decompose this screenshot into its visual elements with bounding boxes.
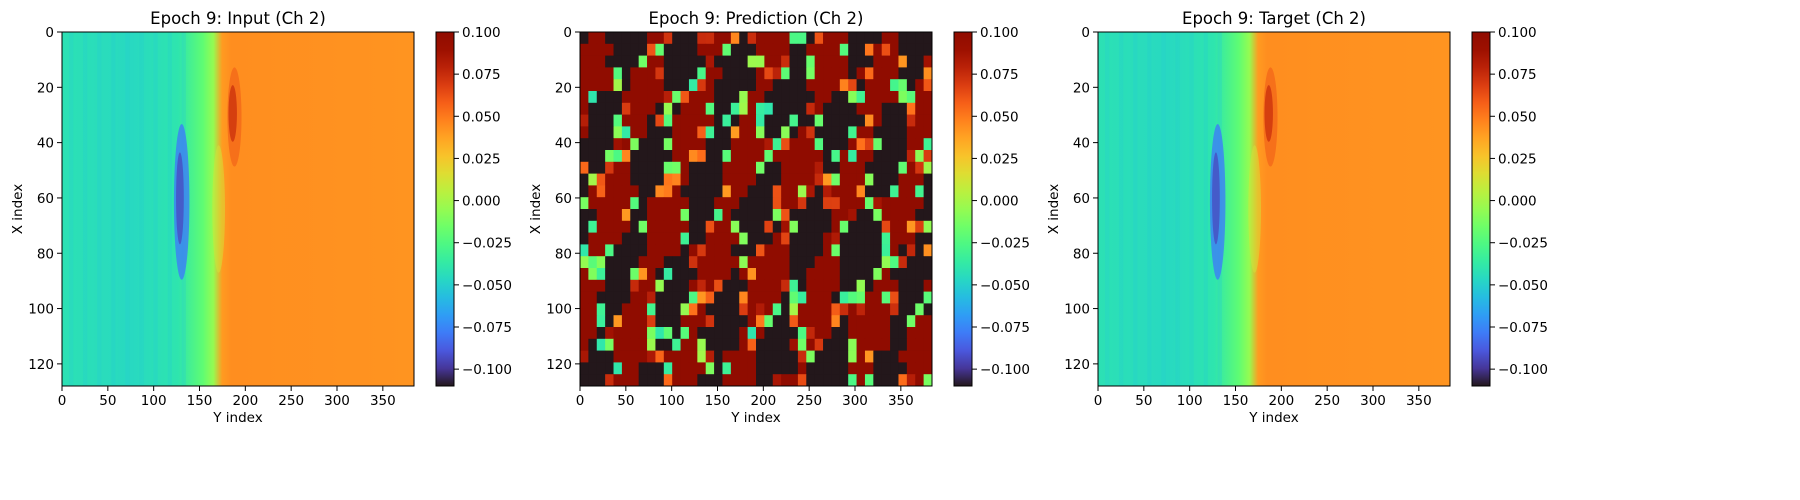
x-tick-label: 350 (888, 393, 914, 409)
x-tick-label: 250 (1314, 393, 1340, 409)
colorbar-tick-label: 0.025 (980, 151, 1019, 167)
colorbar-tick-label: −0.050 (980, 278, 1030, 294)
colorbar-tick-label: 0.000 (462, 194, 501, 210)
x-tick-label: 100 (659, 393, 685, 409)
y-tick-label: 100 (28, 302, 54, 318)
colorbar (954, 32, 972, 386)
x-tick-label: 100 (141, 393, 167, 409)
colorbar-tick-label: 0.075 (980, 67, 1019, 83)
x-tick-label: 250 (278, 393, 304, 409)
x-tick-label: 50 (99, 393, 116, 409)
axes-frame (1097, 31, 1451, 387)
colorbar-tick-label: 0.000 (980, 194, 1019, 210)
colorbar-tick-label: −0.100 (980, 362, 1030, 378)
chart-title: Epoch 9: Target (Ch 2) (1182, 9, 1366, 28)
y-tick-label: 100 (1064, 302, 1090, 318)
x-tick-label: 300 (1360, 393, 1386, 409)
y-tick-label: 120 (28, 357, 54, 373)
y-tick-label: 120 (1064, 357, 1090, 373)
panel-input: Epoch 9: Input (Ch 2)0 50 100 150 200 250 300 3… (10, 9, 512, 426)
y-axis-label: X index (528, 184, 544, 234)
y-tick-label: 20 (1073, 80, 1090, 96)
colorbar (1472, 32, 1490, 386)
colorbar-tick-label: −0.025 (1498, 236, 1548, 252)
y-tick-label: 60 (555, 191, 572, 207)
colorbar-tick-label: −0.025 (462, 236, 512, 252)
colorbar-frame (1471, 31, 1491, 387)
y-tick-label: 40 (37, 136, 54, 152)
x-tick-label: 350 (1406, 393, 1432, 409)
colorbar-tick-label: 0.050 (1498, 109, 1537, 125)
colorbar-tick-label: 0.025 (462, 151, 501, 167)
chart-title: Epoch 9: Prediction (Ch 2) (649, 9, 864, 28)
x-axis-label: Y index (730, 410, 780, 426)
x-tick-label: 0 (1094, 393, 1103, 409)
colorbar-tick-label: 0.100 (462, 25, 501, 41)
y-tick-label: 0 (563, 25, 572, 41)
x-tick-label: 150 (705, 393, 731, 409)
colorbar-tick-label: −0.050 (462, 278, 512, 294)
y-axis-label: X index (1046, 184, 1062, 234)
x-tick-label: 0 (58, 393, 67, 409)
colorbar-tick-label: 0.075 (1498, 67, 1537, 83)
colorbar-tick-label: −0.075 (462, 320, 512, 336)
colorbar-frame (435, 31, 455, 387)
y-tick-label: 80 (1073, 246, 1090, 262)
x-tick-label: 50 (1135, 393, 1152, 409)
heatmap-image (1098, 32, 1450, 386)
x-tick-label: 200 (750, 393, 776, 409)
y-tick-label: 0 (45, 25, 54, 41)
x-axis-label: Y index (212, 410, 262, 426)
x-axis-label: Y index (1248, 410, 1298, 426)
x-tick-label: 200 (1268, 393, 1294, 409)
colorbar-tick-label: −0.100 (1498, 362, 1548, 378)
chart-title: Epoch 9: Input (Ch 2) (150, 9, 326, 28)
x-tick-label: 350 (370, 393, 396, 409)
x-tick-label: 0 (576, 393, 585, 409)
y-tick-label: 20 (37, 80, 54, 96)
y-tick-label: 80 (37, 246, 54, 262)
x-tick-label: 50 (617, 393, 634, 409)
colorbar (436, 32, 454, 386)
y-tick-label: 0 (1081, 25, 1090, 41)
axes-frame (579, 31, 933, 387)
panel-target: Epoch 9: Target (Ch 2)0 50 100 150 200 250 300… (1046, 9, 1548, 426)
y-tick-label: 60 (1073, 191, 1090, 207)
colorbar-tick-label: 0.075 (462, 67, 501, 83)
colorbar-tick-label: 0.025 (1498, 151, 1537, 167)
x-tick-label: 100 (1177, 393, 1203, 409)
colorbar-frame (953, 31, 973, 387)
colorbar-tick-label: −0.100 (462, 362, 512, 378)
y-tick-label: 60 (37, 191, 54, 207)
heatmap-image (62, 32, 414, 386)
colorbar-tick-label: 0.100 (980, 25, 1019, 41)
colorbar-tick-label: −0.050 (1498, 278, 1548, 294)
colorbar-tick-label: −0.025 (980, 236, 1030, 252)
colorbar-tick-label: 0.050 (462, 109, 501, 125)
y-tick-label: 100 (546, 302, 572, 318)
y-axis-label: X index (10, 184, 26, 234)
x-tick-label: 150 (1223, 393, 1249, 409)
colorbar-tick-label: −0.075 (1498, 320, 1548, 336)
y-tick-label: 40 (555, 136, 572, 152)
colorbar-tick-label: −0.075 (980, 320, 1030, 336)
axes-frame (61, 31, 415, 387)
heatmap-image (580, 32, 933, 387)
x-tick-label: 300 (324, 393, 350, 409)
panel-prediction: Epoch 9: Prediction (Ch 2)0 50 100 150 200 25… (528, 9, 1030, 426)
y-tick-label: 120 (546, 357, 572, 373)
colorbar-tick-label: 0.050 (980, 109, 1019, 125)
colorbar-tick-label: 0.000 (1498, 194, 1537, 210)
y-tick-label: 40 (1073, 136, 1090, 152)
x-tick-label: 200 (232, 393, 258, 409)
y-tick-label: 20 (555, 80, 572, 96)
x-tick-label: 300 (842, 393, 868, 409)
x-tick-label: 150 (187, 393, 213, 409)
y-tick-label: 80 (555, 246, 572, 262)
colorbar-tick-label: 0.100 (1498, 25, 1537, 41)
x-tick-label: 250 (796, 393, 822, 409)
